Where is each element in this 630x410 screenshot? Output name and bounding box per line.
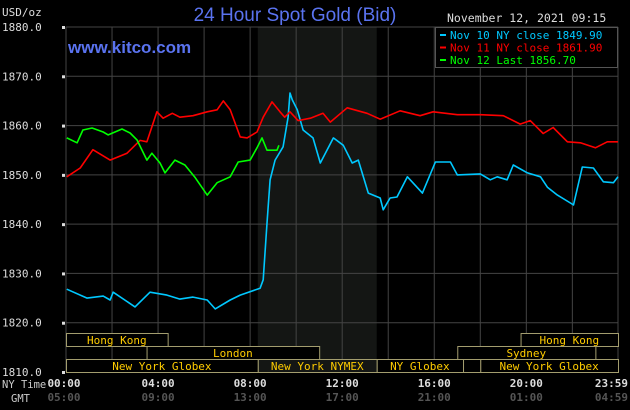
gmt-tick-label: 01:00 (510, 391, 543, 404)
session-label: New York Globex (499, 360, 599, 373)
y-axis-unit: USD/oz (2, 6, 42, 19)
x-tick-label: 12:00 (326, 377, 359, 390)
series-line-1 (66, 100, 618, 178)
y-tick-label: 1850.0 (2, 169, 42, 182)
y-tick-mark (62, 173, 65, 177)
site-link[interactable]: www.kitco.com (68, 38, 192, 57)
y-tick-mark (62, 272, 65, 276)
session-label: New York NYMEX (271, 360, 364, 373)
session-label: London (213, 347, 253, 360)
gmt-tick-label: 09:00 (142, 391, 175, 404)
y-tick-label: 1830.0 (2, 267, 42, 280)
y-tick-mark (62, 321, 65, 325)
y-tick-mark (62, 223, 65, 227)
session-label: NY Globex (390, 360, 450, 373)
gmt-label: GMT (11, 393, 31, 405)
x-tick-label: 08:00 (234, 377, 267, 390)
session-bar (66, 333, 169, 347)
y-tick-label: 1840.0 (2, 218, 42, 231)
legend-entry: Nov 11 NY close 1861.90 (450, 42, 602, 55)
gmt-tick-label: 04:59 (595, 391, 628, 404)
series-line-0 (66, 92, 619, 310)
session-bar (480, 359, 619, 373)
y-tick-label: 1820.0 (2, 317, 42, 330)
y-tick-mark (62, 26, 65, 29)
y-tick-label: 1880.0 (2, 21, 42, 34)
y-tick-mark (62, 371, 65, 374)
gmt-tick-label: 17:00 (326, 391, 359, 404)
legend-entry: Nov 10 NY close 1849.90 (450, 29, 602, 42)
x-tick-label: 04:00 (142, 377, 175, 390)
x-tick-label: 23:59 (595, 377, 628, 390)
gmt-tick-label: 21:00 (418, 391, 451, 404)
chart-title: 24 Hour Spot Gold (Bid) (193, 5, 397, 26)
session-label: Hong Kong (539, 334, 599, 347)
session-label: New York Globex (112, 360, 212, 373)
x-tick-label: 20:00 (510, 377, 543, 390)
timestamp: November 12, 2021 09:15 (447, 11, 607, 25)
y-tick-mark (62, 75, 65, 79)
series-line-2 (66, 127, 280, 196)
y-tick-label: 1860.0 (2, 120, 42, 133)
session-label: Hong Kong (87, 334, 147, 347)
x-tick-label: 16:00 (418, 377, 451, 390)
gmt-tick-label: 13:00 (234, 391, 267, 404)
y-tick-mark (62, 124, 65, 128)
session-bar (463, 359, 482, 373)
x-tick-label: 00:00 (47, 377, 80, 390)
legend-box (435, 27, 618, 68)
nymex-highlight (257, 27, 377, 372)
ny-time-label: NY Time (2, 379, 46, 391)
y-tick-label: 1810.0 (2, 366, 42, 379)
gmt-tick-label: 05:00 (47, 391, 80, 404)
session-label: Sydney (506, 347, 546, 360)
y-tick-label: 1870.0 (2, 70, 42, 83)
legend-entry: Nov 12 Last 1856.70 (450, 54, 576, 67)
